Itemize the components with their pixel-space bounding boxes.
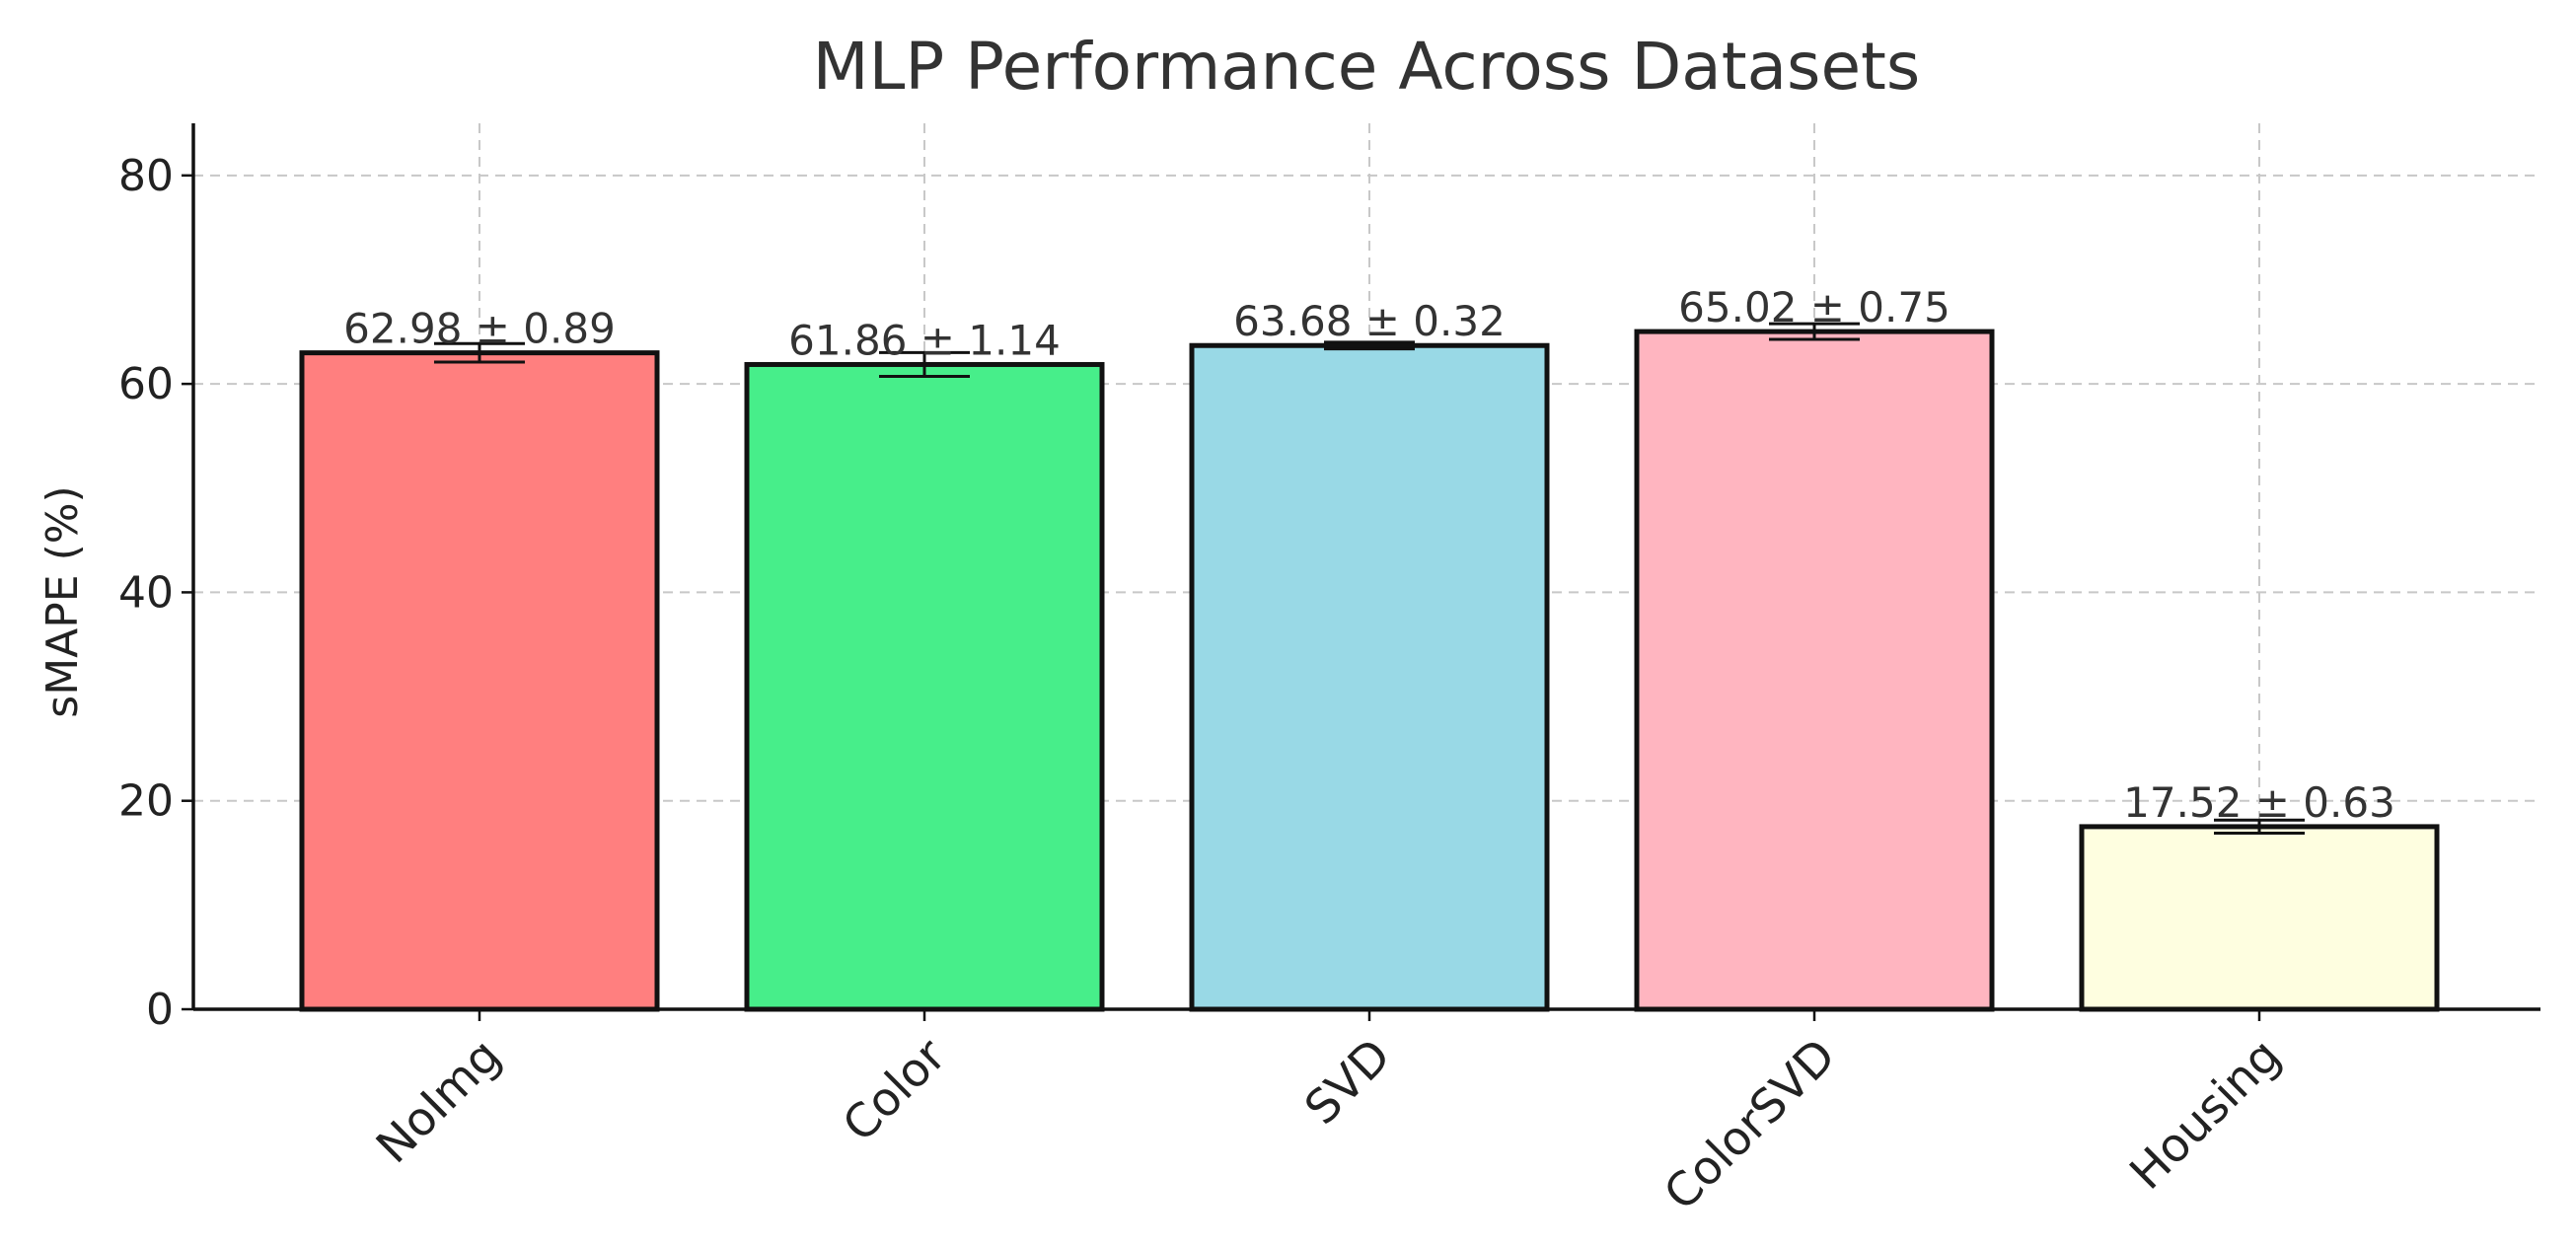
error-bar-colorsvd <box>1769 322 1860 341</box>
data-label-housing: 17.52 ± 0.63 <box>2123 778 2395 827</box>
bar-color <box>744 361 1105 1012</box>
x-tick-label-colorsvd: ColorSVD <box>1654 1029 1846 1221</box>
x-ticks: NoImg Color SVD ColorSVD Housing <box>366 1009 2291 1221</box>
y-tick-label: 0 <box>146 985 174 1035</box>
chart-title: MLP Performance Across Datasets <box>813 29 1921 105</box>
error-bar-noimg <box>434 341 525 364</box>
data-label-svd: 63.68 ± 0.32 <box>1233 297 1506 345</box>
y-tick-label: 20 <box>118 776 174 827</box>
y-tick-label: 60 <box>118 359 174 409</box>
bar-housing <box>2079 824 2440 1012</box>
error-bar-color <box>879 350 970 379</box>
bar-noimg <box>299 350 660 1012</box>
y-ticks: 0 20 40 60 80 <box>118 151 193 1035</box>
data-label-colorsvd: 65.02 ± 0.75 <box>1678 283 1950 331</box>
error-bar-housing <box>2214 818 2305 836</box>
x-tick-label-housing: Housing <box>2119 1029 2291 1201</box>
y-tick-label: 80 <box>118 151 174 201</box>
x-tick-label-svd: SVD <box>1294 1029 1401 1136</box>
data-labels: 62.98 ± 0.89 61.86 ± 1.14 63.68 ± 0.32 65.0… <box>343 283 2395 827</box>
y-tick-label: 40 <box>118 567 174 618</box>
error-bar-svd <box>1324 340 1415 351</box>
x-tick-label-color: Color <box>833 1028 957 1152</box>
bar-colorsvd <box>1634 329 1995 1012</box>
data-label-color: 61.86 ± 1.14 <box>788 316 1061 364</box>
y-axis-label: sMAPE (%) <box>37 485 88 717</box>
bars <box>299 329 2440 1012</box>
x-tick-label-noimg: NoImg <box>366 1029 511 1174</box>
bar-svd <box>1189 342 1550 1012</box>
axes <box>191 123 2540 1011</box>
data-label-noimg: 62.98 ± 0.89 <box>343 305 616 353</box>
error-bars <box>434 322 2305 836</box>
